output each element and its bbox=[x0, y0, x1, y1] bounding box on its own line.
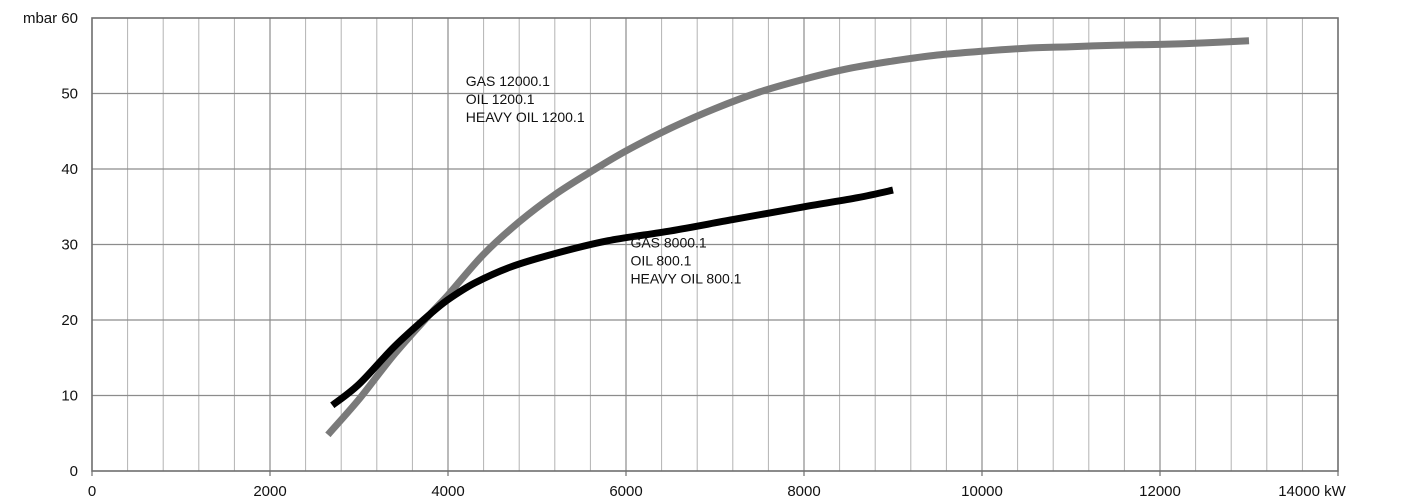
y-tick-label: 20 bbox=[61, 312, 78, 329]
curve-label-2: GAS 8000.1 bbox=[630, 235, 706, 251]
series-line-2 bbox=[330, 186, 894, 409]
x-tick-label: 14000 kW bbox=[1278, 483, 1346, 500]
curve-label-2: HEAVY OIL 800.1 bbox=[630, 271, 741, 287]
annotations: GAS 12000.1 OIL 1200.1 HEAVY OIL 1200.1 GAS… bbox=[466, 73, 742, 287]
grid-major bbox=[91, 18, 1339, 476]
curve-label-1: OIL 1200.1 bbox=[466, 91, 535, 107]
x-tick-label: 12000 bbox=[1139, 483, 1181, 500]
y-tick-label: 0 bbox=[70, 463, 78, 480]
x-tick-label: 8000 bbox=[787, 483, 820, 500]
y-tick-label: 30 bbox=[61, 237, 78, 254]
y-tick-labels: 0 10 20 30 40 50 mbar 60 bbox=[23, 10, 78, 480]
x-tick-label: 10000 bbox=[961, 483, 1003, 500]
curve-label-1: HEAVY OIL 1200.1 bbox=[466, 109, 585, 125]
series-layer bbox=[325, 37, 1250, 438]
plot-frame bbox=[91, 17, 1339, 472]
y-tick-label: 40 bbox=[61, 161, 78, 178]
y-tick-label: mbar 60 bbox=[23, 10, 78, 27]
y-tick-label: 10 bbox=[61, 388, 78, 405]
x-tick-label: 6000 bbox=[609, 483, 642, 500]
x-tick-label: 4000 bbox=[431, 483, 464, 500]
curve-label-1: GAS 12000.1 bbox=[466, 73, 550, 89]
y-tick-label: 50 bbox=[61, 86, 78, 103]
curve-label-2: OIL 800.1 bbox=[630, 253, 691, 269]
x-tick-label: 2000 bbox=[253, 483, 286, 500]
x-tick-label: 0 bbox=[88, 483, 96, 500]
x-tick-labels: 0 2000 4000 6000 8000 10000 12000 14000 kW bbox=[88, 483, 1347, 500]
